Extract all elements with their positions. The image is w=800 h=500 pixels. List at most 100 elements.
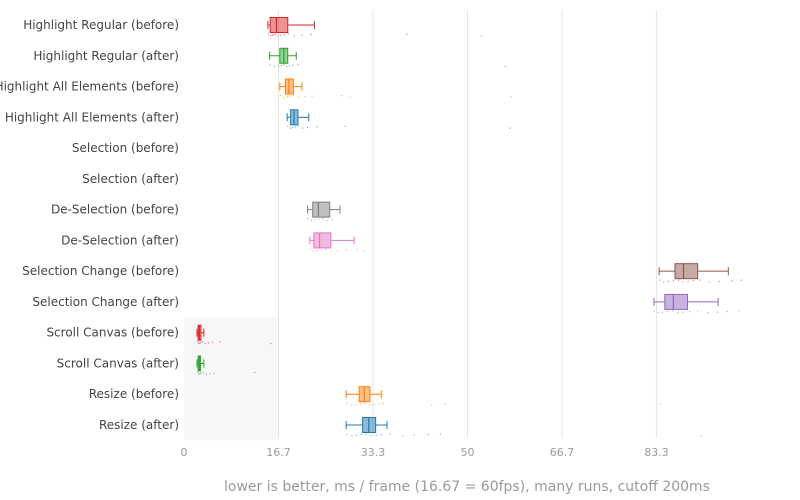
sample-point bbox=[402, 435, 404, 437]
sample-point bbox=[382, 402, 384, 404]
sample-point bbox=[314, 219, 316, 221]
category-label: Highlight All Elements (after) bbox=[5, 110, 179, 124]
sample-point bbox=[211, 341, 213, 343]
sample-point bbox=[350, 404, 352, 406]
sample-point bbox=[209, 373, 211, 375]
sample-point bbox=[344, 125, 346, 127]
sample-point bbox=[370, 435, 372, 437]
sample-point bbox=[275, 33, 277, 35]
category-labels: Highlight Regular (before) Highlight Regu… bbox=[0, 18, 179, 432]
sample-point bbox=[504, 65, 507, 68]
sample-point bbox=[718, 280, 720, 282]
box-series bbox=[309, 232, 365, 252]
box-series bbox=[286, 109, 511, 129]
sample-point bbox=[661, 311, 664, 313]
sample-point bbox=[198, 373, 200, 375]
x-tick-label: 16.7 bbox=[266, 446, 291, 459]
sample-point bbox=[708, 281, 710, 283]
category-label: Selection (before) bbox=[72, 141, 179, 155]
sample-point bbox=[413, 434, 415, 436]
sample-point bbox=[278, 65, 280, 67]
category-label: Highlight All Elements (before) bbox=[0, 80, 179, 94]
sample-point bbox=[207, 342, 209, 344]
sample-point bbox=[345, 249, 347, 251]
sample-point bbox=[480, 35, 482, 37]
gridlines bbox=[278, 10, 657, 438]
box-series bbox=[345, 417, 702, 437]
sample-point bbox=[672, 280, 674, 282]
sample-point bbox=[283, 34, 285, 36]
box-iqr bbox=[674, 263, 699, 280]
sample-point bbox=[318, 218, 320, 220]
sample-point bbox=[716, 311, 719, 313]
sample-point bbox=[359, 403, 361, 405]
sample-point bbox=[199, 373, 201, 375]
sample-point bbox=[657, 312, 659, 314]
sample-point bbox=[280, 64, 283, 66]
sample-point bbox=[731, 280, 733, 282]
sample-point bbox=[322, 218, 324, 220]
sample-point bbox=[202, 371, 204, 374]
sample-point bbox=[283, 96, 285, 98]
sample-point bbox=[687, 280, 689, 282]
category-label: Scroll Canvas (after) bbox=[57, 356, 179, 370]
sample-point bbox=[346, 402, 348, 404]
sample-point bbox=[364, 402, 366, 404]
box-series bbox=[269, 47, 507, 68]
sample-point bbox=[307, 218, 309, 220]
sample-point bbox=[320, 249, 322, 251]
sample-point bbox=[273, 34, 275, 36]
sample-point bbox=[726, 310, 728, 313]
sample-point bbox=[363, 250, 365, 252]
sample-point bbox=[346, 433, 348, 435]
x-axis-ticks: 0 16.7 33.3 50 66.7 83.3 bbox=[181, 446, 669, 459]
box-series bbox=[267, 17, 482, 37]
sample-point bbox=[677, 279, 680, 281]
boxes-layer bbox=[196, 17, 742, 437]
sample-point bbox=[198, 342, 200, 345]
sample-point bbox=[301, 34, 303, 36]
category-label: Scroll Canvas (before) bbox=[46, 326, 179, 340]
sample-point bbox=[659, 279, 661, 281]
sample-point bbox=[287, 33, 289, 35]
x-tick-label: 66.7 bbox=[550, 446, 575, 459]
box-iqr bbox=[312, 201, 331, 218]
box-series bbox=[345, 386, 661, 406]
sample-point bbox=[286, 65, 288, 68]
sample-point bbox=[292, 126, 294, 129]
sample-point bbox=[659, 403, 661, 405]
sample-point bbox=[368, 404, 371, 406]
sample-point bbox=[313, 250, 315, 252]
sample-point bbox=[375, 434, 377, 436]
sample-point bbox=[331, 219, 333, 221]
sample-point bbox=[677, 312, 679, 314]
sample-point bbox=[273, 65, 275, 68]
sample-point bbox=[297, 64, 299, 66]
sample-point bbox=[270, 342, 272, 345]
box-series bbox=[196, 324, 272, 345]
box-iqr bbox=[313, 232, 332, 249]
category-label: Highlight Regular (before) bbox=[23, 18, 179, 32]
sample-point bbox=[200, 341, 202, 343]
category-label: Resize (before) bbox=[89, 387, 179, 401]
sample-point bbox=[689, 310, 691, 313]
sample-point bbox=[287, 125, 289, 127]
sample-point bbox=[667, 280, 669, 282]
sample-point bbox=[682, 311, 684, 313]
sample-point bbox=[316, 126, 318, 128]
sample-point bbox=[355, 403, 357, 406]
sample-point bbox=[707, 312, 709, 314]
sample-point bbox=[672, 310, 674, 312]
sample-point bbox=[380, 434, 382, 436]
sample-point bbox=[254, 371, 256, 374]
sample-point bbox=[697, 310, 699, 312]
x-axis-title: lower is better, ms / frame (16.67 = 60f… bbox=[224, 479, 710, 495]
sample-point bbox=[197, 371, 199, 374]
sample-point bbox=[509, 127, 511, 129]
sample-point bbox=[292, 94, 295, 97]
sample-point bbox=[355, 434, 357, 436]
sample-point bbox=[373, 403, 376, 406]
sample-point bbox=[356, 248, 359, 250]
sample-point bbox=[310, 219, 313, 222]
sample-point bbox=[337, 249, 339, 252]
